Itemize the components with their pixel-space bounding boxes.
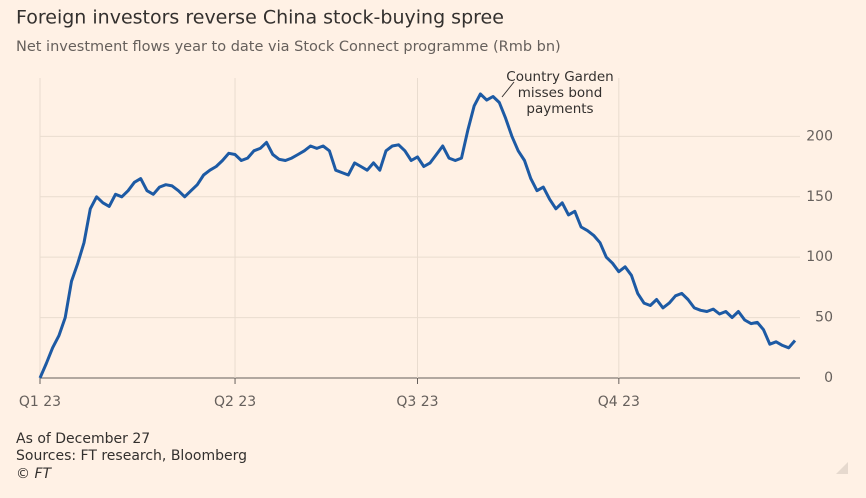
y-tick-label: 200 — [806, 128, 833, 144]
credit: © FT — [16, 466, 53, 482]
line — [38, 92, 797, 379]
y-tick-label: 100 — [806, 249, 833, 265]
x-tick-label: Q4 23 — [598, 394, 640, 410]
annotation: payments — [526, 101, 593, 117]
annotation: Country Garden — [506, 69, 613, 85]
note: As of December 27 — [16, 431, 150, 447]
annotation-pointer — [501, 81, 515, 98]
resize-icon — [836, 462, 848, 474]
x-tick-label: Q3 23 — [396, 394, 438, 410]
chart-subtitle: Net investment flows year to date via St… — [16, 39, 561, 55]
chart-title: Foreign investors reverse China stock-bu… — [16, 7, 504, 29]
annotation: misses bond — [518, 85, 603, 101]
source: Sources: FT research, Bloomberg — [16, 448, 247, 464]
x-tick-label: Q1 23 — [19, 394, 61, 410]
y-tick-label: 0 — [824, 370, 833, 386]
y-tick-label: 150 — [806, 189, 833, 205]
y-tick-label: 50 — [815, 310, 833, 326]
x-tick-label: Q2 23 — [214, 394, 256, 410]
